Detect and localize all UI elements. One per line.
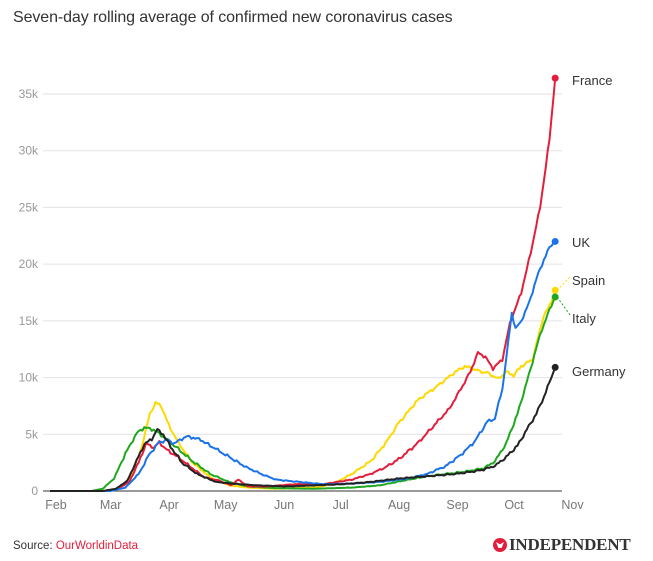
- x-tick-label: Aug: [388, 498, 410, 512]
- independent-logo[interactable]: INDEPENDENT: [493, 535, 631, 555]
- end-point-france: [551, 74, 559, 82]
- y-tick-label: 20k: [19, 257, 39, 271]
- series-label-italy: Italy: [572, 311, 596, 326]
- source-credit: Source: OurWorldinData: [13, 540, 138, 552]
- gridlines: [43, 93, 562, 492]
- x-tick-label: Apr: [159, 498, 178, 512]
- x-tick-label: Nov: [561, 498, 584, 512]
- x-tick-label: Feb: [45, 498, 67, 512]
- end-point-germany: [551, 363, 559, 371]
- y-tick-label: 15k: [19, 314, 39, 328]
- source-link[interactable]: OurWorldinData: [55, 540, 139, 552]
- end-point-italy: [551, 293, 559, 301]
- series-line-germany: [50, 367, 557, 492]
- end-point-spain: [551, 286, 559, 294]
- y-tick-label: 35k: [19, 87, 39, 101]
- series-label-uk: UK: [572, 235, 590, 250]
- y-tick-label: 0: [31, 484, 38, 498]
- series-end-markers: Spain Italy France UK Germany: [551, 73, 626, 379]
- eagle-icon: [493, 538, 507, 552]
- series-line-france: [50, 78, 557, 492]
- x-tick-label: Jun: [274, 498, 294, 512]
- x-axis-ticks: Feb Mar Apr May Jun Jul Aug Sep Oct Nov: [45, 498, 584, 512]
- brand-wordmark: INDEPENDENT: [509, 535, 631, 554]
- series-line-italy: [50, 296, 557, 492]
- series-label-france: France: [572, 73, 612, 88]
- y-tick-label: 30k: [19, 144, 39, 158]
- series-label-spain: Spain: [572, 273, 605, 288]
- end-point-uk: [551, 237, 559, 245]
- chart-title: Seven-day rolling average of confirmed n…: [13, 9, 453, 26]
- x-tick-label: Sep: [446, 498, 468, 512]
- x-tick-label: Jul: [333, 498, 349, 512]
- series-lines: [50, 78, 557, 492]
- series-label-germany: Germany: [572, 364, 626, 379]
- x-tick-label: May: [214, 498, 238, 512]
- label-leader-spain: [556, 276, 571, 291]
- x-tick-label: Oct: [504, 498, 524, 512]
- series-line-spain: [50, 289, 557, 492]
- source-label: Source:: [13, 540, 53, 552]
- y-tick-label: 10k: [19, 371, 39, 385]
- label-leader-italy: [556, 296, 571, 316]
- x-tick-label: Mar: [100, 498, 122, 512]
- series-line-uk: [50, 240, 556, 492]
- y-axis-ticks: 0 5k 10k 15k 20k 25k 30k 35k: [19, 87, 39, 498]
- y-tick-label: 5k: [25, 427, 39, 441]
- y-tick-label: 25k: [19, 200, 39, 214]
